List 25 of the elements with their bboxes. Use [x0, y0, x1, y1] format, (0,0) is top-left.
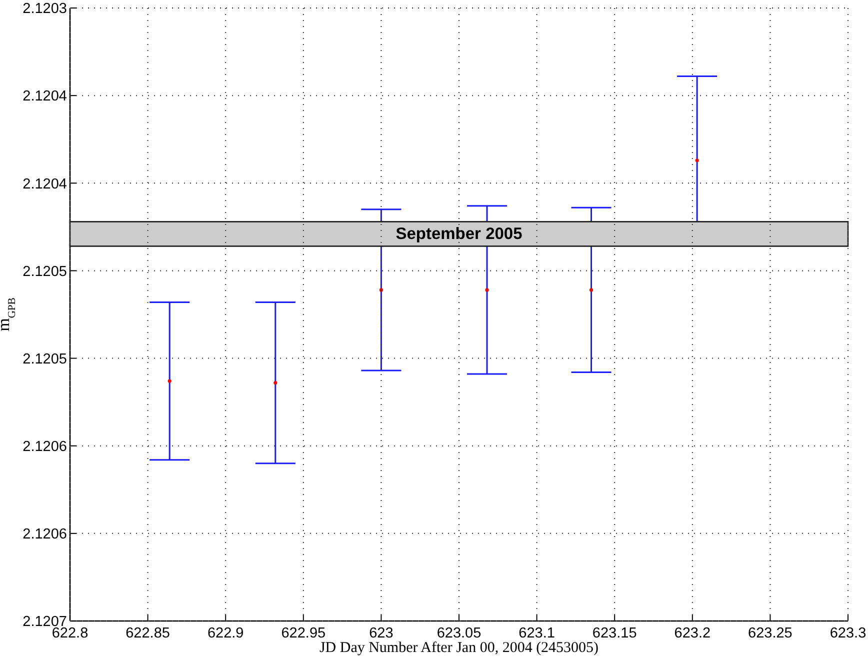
x-tick-label: 623.05	[436, 625, 482, 642]
point	[589, 288, 594, 292]
x-tick-label: 622.85	[126, 625, 170, 642]
point	[695, 158, 699, 162]
point	[379, 288, 383, 292]
x-tick-label: 623.2	[674, 625, 711, 642]
x-tick-label: 623.1	[518, 625, 555, 642]
x-tick-label: 623.25	[748, 625, 792, 642]
y-tick-label: 2.1205	[22, 351, 67, 368]
point	[168, 379, 172, 383]
y-tick-label: 2.1206	[22, 526, 67, 543]
y-tick-label: 2.1205	[22, 264, 67, 280]
y-tick-label: 2.1204	[22, 88, 67, 105]
point	[485, 288, 489, 292]
x-tick-label: 623.3	[830, 625, 866, 642]
x-tick-label: 622.95	[281, 625, 326, 642]
y-tick-label: 2.1206	[22, 439, 67, 456]
y-tick-label: 2.1203	[22, 1, 67, 18]
point	[274, 381, 278, 385]
y-tick-label: 2.1204	[22, 176, 67, 192]
band-label: September 2005	[396, 224, 522, 243]
x-tick-label: 622.9	[207, 625, 244, 642]
x-tick-label: 623	[369, 625, 394, 642]
x-axis-title: JD Day Number After Jan 00, 2004 (2453005)	[319, 640, 599, 656]
x-tick-label: 623.15	[592, 625, 637, 642]
